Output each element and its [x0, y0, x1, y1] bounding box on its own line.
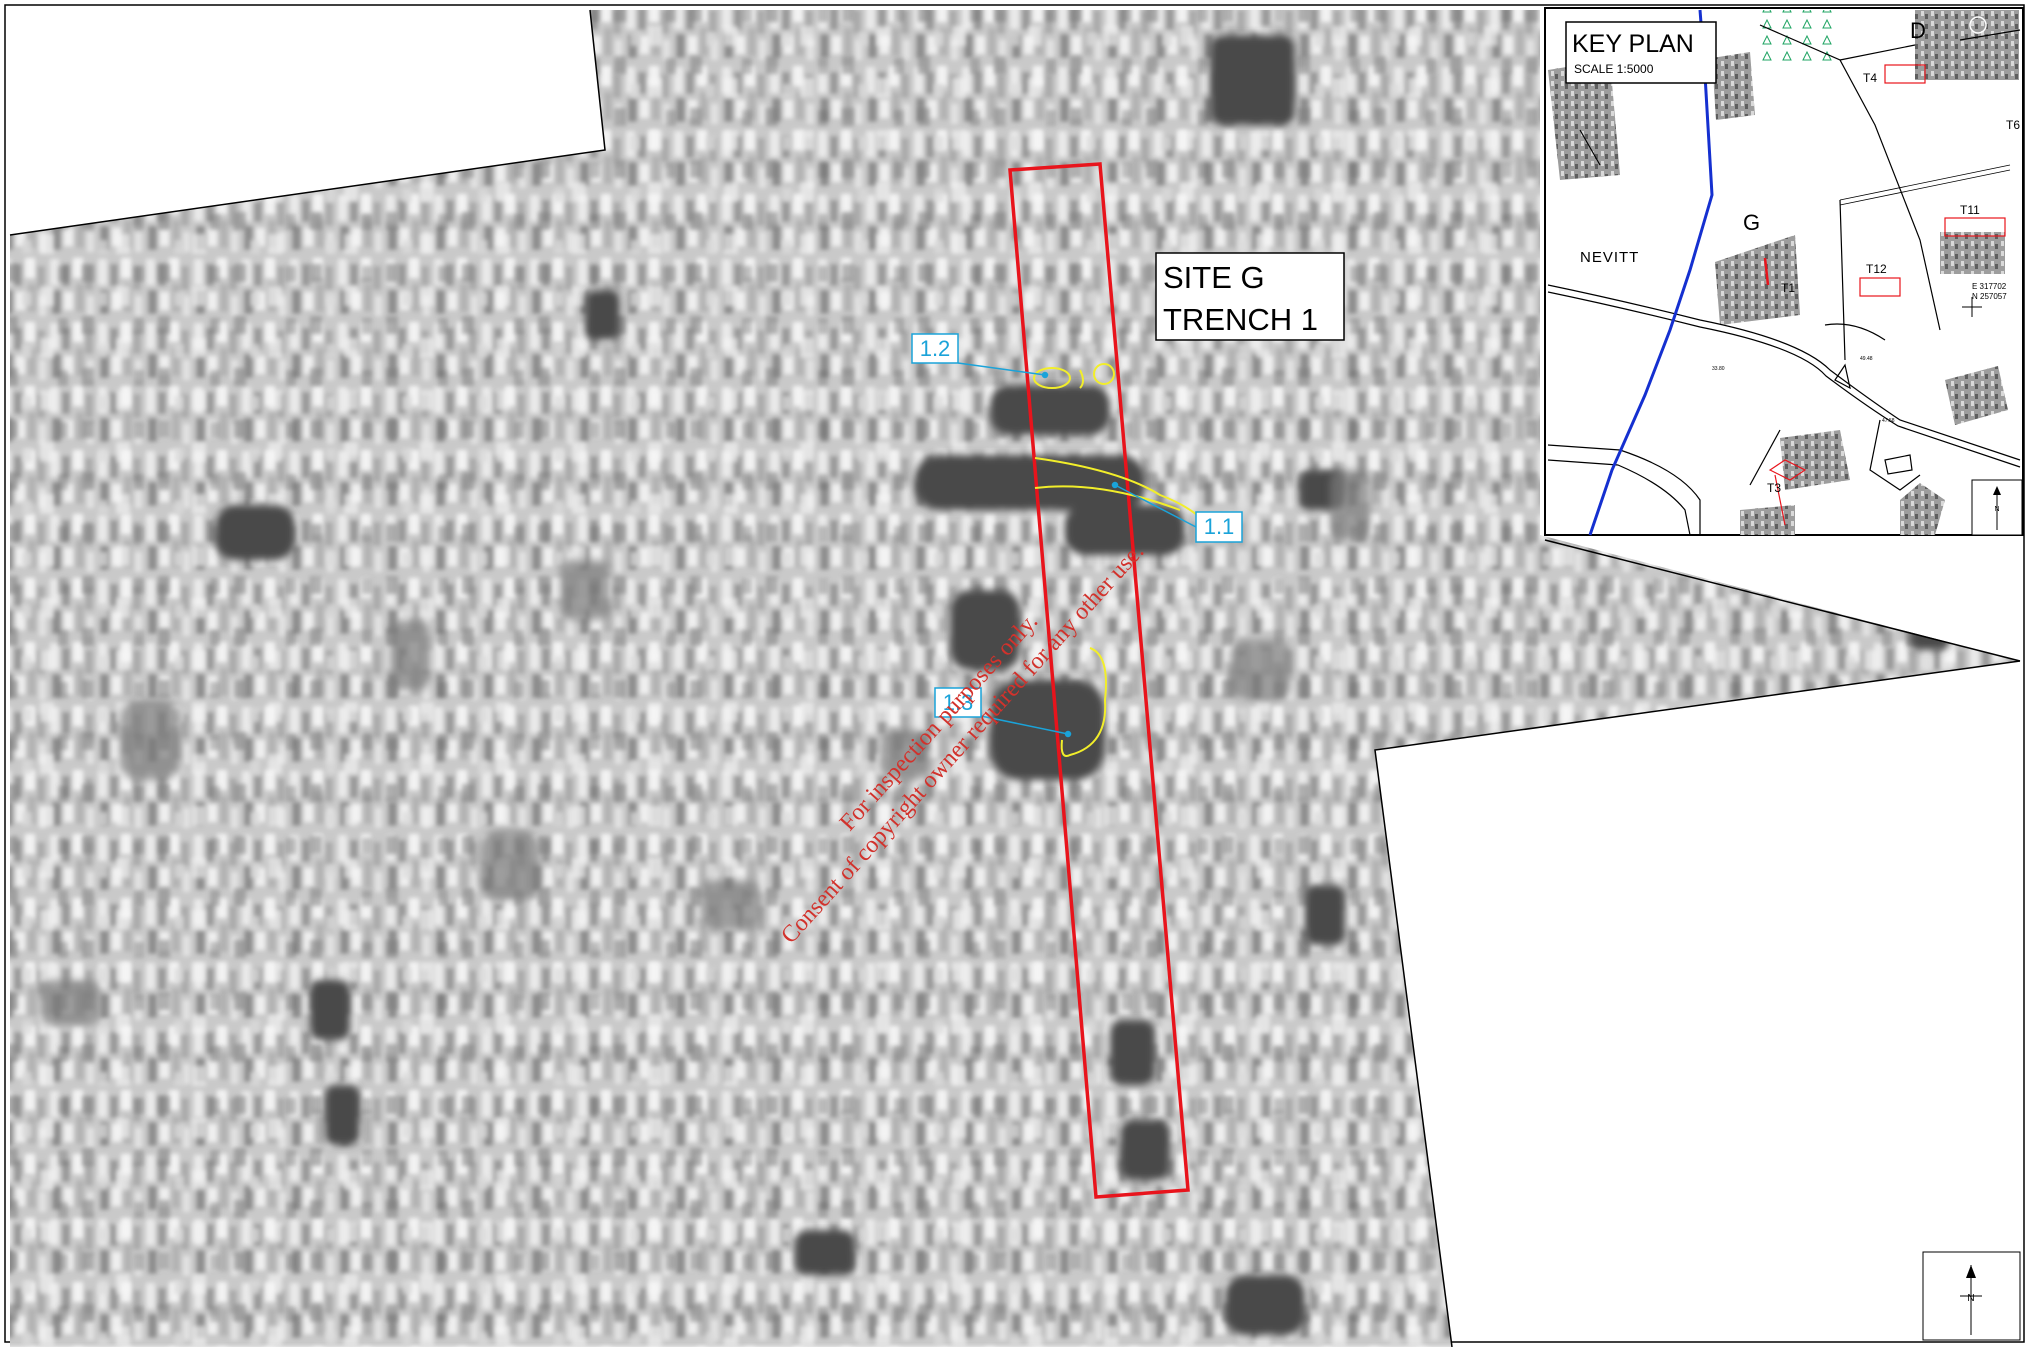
trench-label-t1: T1: [1781, 281, 1795, 295]
survey-plot-d: [1915, 10, 2019, 80]
north-arrow: N: [1922, 1251, 2021, 1341]
key-plan-title-box: KEY PLAN SCALE 1:5000: [1565, 21, 1717, 84]
feature-outlines: [1033, 363, 1216, 757]
site-label: SITE G TRENCH 1: [1155, 252, 1345, 341]
key-plan-north-arrow: N: [1971, 479, 2023, 536]
key-plan-field-line: [1839, 164, 2011, 206]
callout-leaders: [957, 362, 1197, 738]
north-label: N: [1967, 1293, 1974, 1304]
survey-plot-g: [1715, 235, 1800, 325]
site-letter-d: D: [1910, 18, 1926, 43]
key-plan-boundary-line: [1588, 9, 1714, 536]
feature-callout-1-2[interactable]: 1.2: [911, 333, 959, 364]
trench-name: TRENCH 1: [1163, 302, 1318, 337]
survey-plot-t11: [1940, 232, 2005, 274]
feature-callout-label: 1.3: [943, 690, 974, 715]
feature-callout-1-1[interactable]: 1.1: [1195, 511, 1243, 543]
trench-outline: [1008, 162, 1190, 1199]
survey-plot-t3: [1780, 430, 1850, 490]
survey-plot-east: [1945, 366, 2008, 425]
trench-label-t3: T3: [1767, 481, 1781, 495]
key-plan-title: KEY PLAN: [1572, 30, 1694, 58]
key-plan-scale: SCALE 1:5000: [1574, 62, 1654, 76]
survey-plot-west: [1548, 60, 1620, 180]
north-arrow-icon: [1966, 1265, 1976, 1278]
woodland-area: [1755, 10, 1835, 62]
trench-label-t11: T11: [1960, 203, 1980, 217]
grid-northing: N 257057: [1972, 292, 2007, 301]
grid-crosshair-icon: [1962, 297, 1982, 317]
site-letter-g: G: [1743, 210, 1760, 235]
trench-label-t6: T6: [2006, 118, 2020, 132]
key-plan-north-label: N: [1994, 506, 1999, 513]
spot-height-3: 47.58: [1882, 418, 1895, 424]
survey-boundary-south-east: [1374, 660, 2021, 1347]
trench-label-t4: T4: [1863, 71, 1877, 85]
grid-easting: E 317702: [1972, 282, 2007, 291]
key-plan-trenches: [1763, 64, 2006, 526]
survey-plot-south: [1900, 483, 1945, 535]
feature-callout-1-3[interactable]: 1.3: [934, 687, 982, 718]
survey-plot-north: [1712, 52, 1755, 120]
key-plan-inset: KEY PLAN SCALE 1:5000 D G NEVITT T4 T6 T…: [1544, 7, 2024, 536]
survey-boundary-east: [1544, 539, 2021, 662]
survey-plot-south-west: [1740, 505, 1795, 535]
feature-callout-label: 1.2: [920, 336, 951, 361]
key-plan-linework: [1547, 24, 2021, 536]
survey-boundary-west: [9, 9, 606, 236]
trench-label-t12: T12: [1866, 262, 1887, 276]
site-name: SITE G: [1163, 260, 1265, 295]
north-arrow-icon: [1993, 486, 2001, 495]
spot-height-1: 49.48: [1860, 356, 1873, 362]
place-name: NEVITT: [1580, 249, 1639, 266]
spot-height-2: 33.80: [1712, 366, 1725, 372]
feature-callout-label: 1.1: [1204, 514, 1235, 539]
